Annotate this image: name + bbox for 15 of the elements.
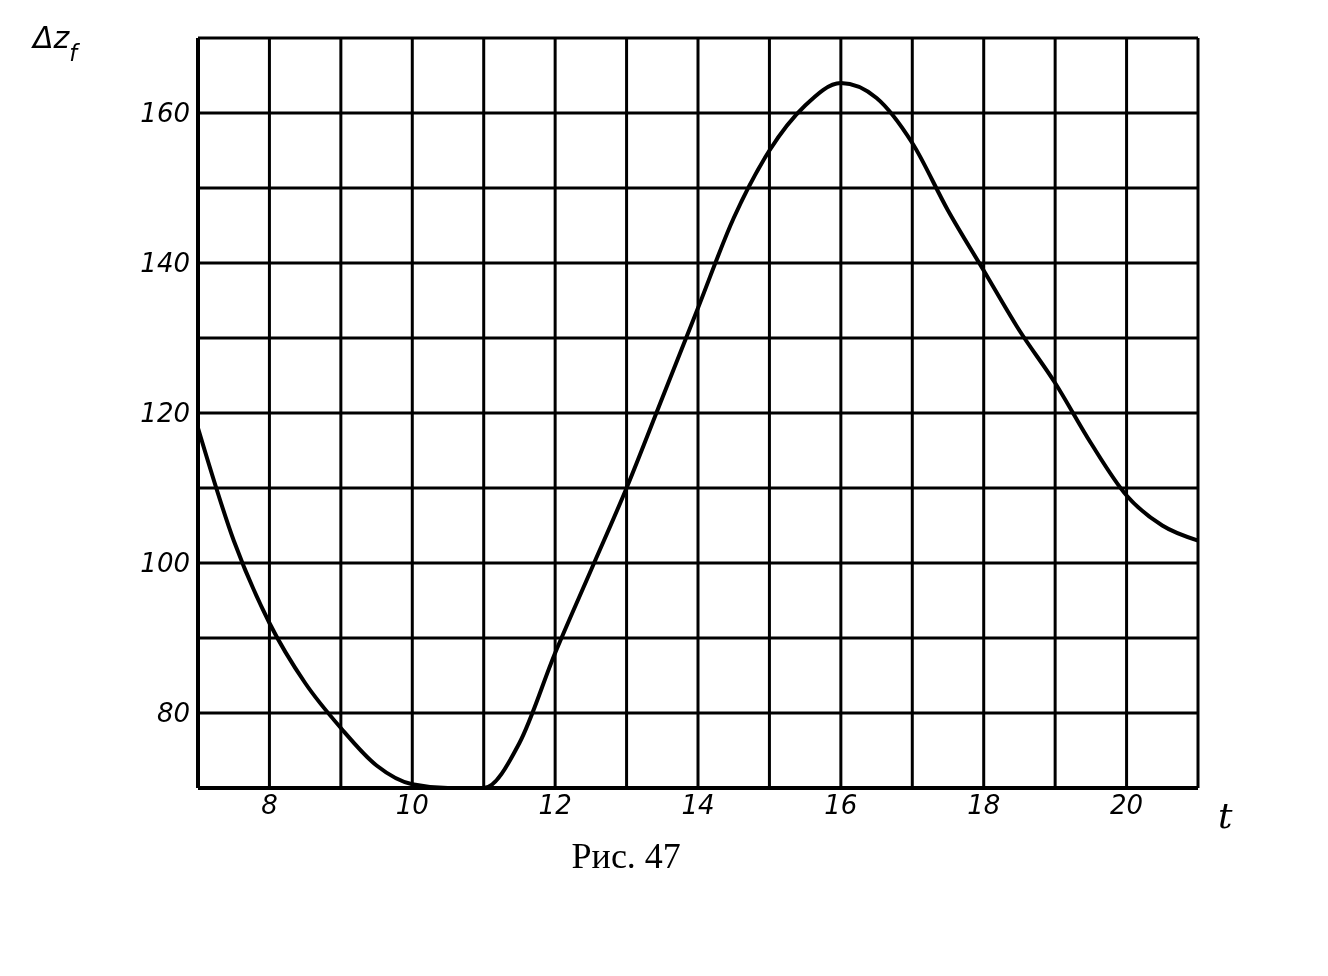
x-tick-label: 8: [261, 790, 278, 821]
y-tick-label: 160: [140, 98, 190, 129]
y-tick-label: 100: [140, 548, 190, 579]
y-axis-title: Δz$_{f}$: [31, 20, 81, 66]
x-tick-label: 14: [681, 790, 715, 821]
y-tick-label: 120: [140, 398, 190, 429]
y-tick-label: 140: [140, 248, 190, 279]
x-tick-label: 16: [824, 790, 858, 821]
x-tick-label: 12: [538, 790, 572, 821]
y-tick-label: 80: [156, 698, 190, 729]
x-tick-label: 20: [1110, 790, 1144, 821]
x-axis-title: t: [1218, 795, 1233, 836]
x-tick-label: 18: [967, 790, 1001, 821]
x-tick-label: 10: [395, 790, 429, 821]
text: Рис. 47: [571, 836, 681, 876]
